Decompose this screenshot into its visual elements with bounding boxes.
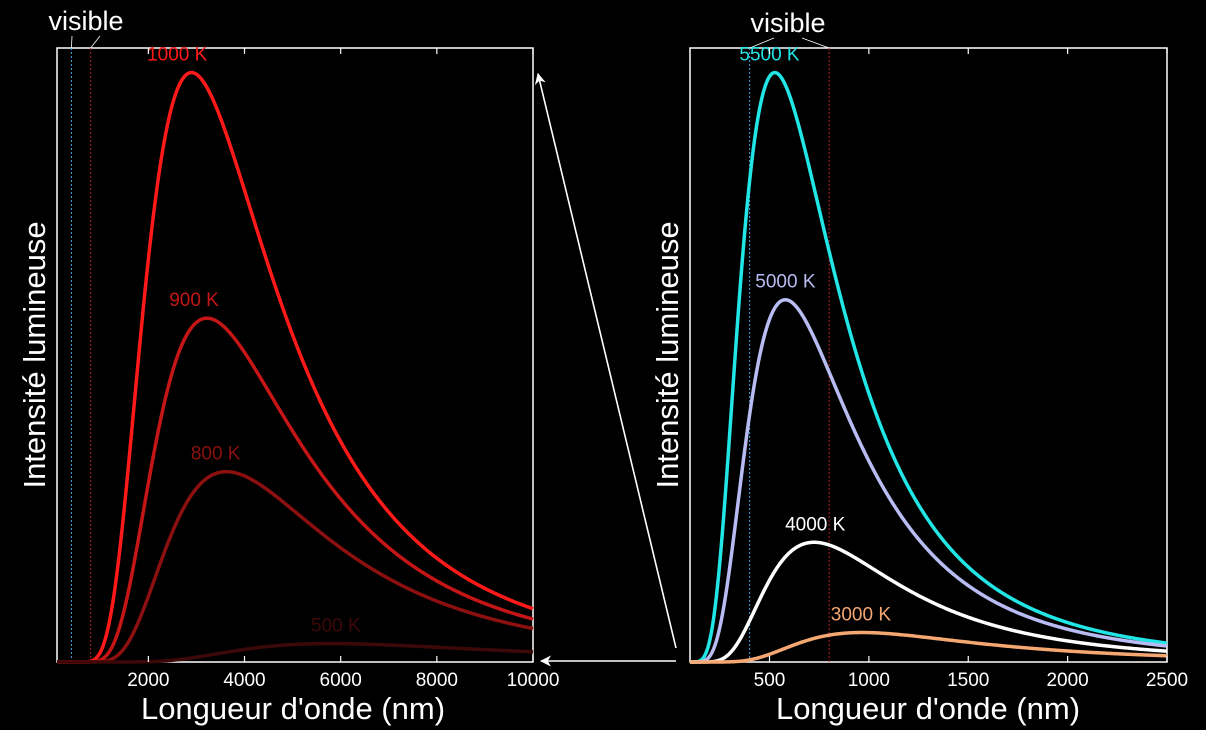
series-label-3000k: 3000 K <box>831 605 892 626</box>
x-tick-label: 2000 <box>1046 670 1088 691</box>
series-line-4000k <box>689 540 1168 664</box>
visible-connector-left <box>749 37 775 49</box>
x-tick-label: 8000 <box>416 670 458 691</box>
left-curves <box>56 70 534 664</box>
left-visible-band <box>70 35 101 662</box>
series-line-5000k <box>689 297 1168 664</box>
right-chart: 5500 K 5000 K 4000 K 3000 K 500 1000 1500 2000… <box>650 8 1188 726</box>
series-label-500k: 500 K <box>311 616 361 637</box>
right-plot-frame <box>689 47 1168 663</box>
series-line-1000k <box>56 70 534 664</box>
series-label-1000k: 1000 K <box>147 45 208 66</box>
x-tick-label: 2500 <box>1146 670 1188 691</box>
visible-connector-right <box>801 37 830 49</box>
left-series-labels: 1000 K 900 K 800 K 500 K <box>147 45 361 637</box>
series-label-900k: 900 K <box>169 290 219 311</box>
visible-connector-right <box>90 35 101 49</box>
series-label-4000k: 4000 K <box>785 514 846 535</box>
right-y-axis-label: Intensité lumineuse <box>650 221 685 488</box>
left-x-axis-label: Longueur d'onde (nm) <box>141 691 445 726</box>
series-label-800k: 800 K <box>191 444 241 465</box>
series-line-800k <box>56 469 534 664</box>
x-tick-label: 10000 <box>507 670 560 691</box>
x-tick-label: 1000 <box>848 670 890 691</box>
right-x-ticks: 500 1000 1500 2000 2500 <box>754 48 1188 691</box>
right-visible-band <box>749 37 830 662</box>
right-visible-label: visible <box>750 8 825 38</box>
x-tick-label: 500 <box>754 670 786 691</box>
series-label-5000k: 5000 K <box>755 272 816 293</box>
right-series-labels: 5500 K 5000 K 4000 K 3000 K <box>739 45 891 626</box>
series-line-5500k <box>689 70 1168 664</box>
x-tick-label: 2000 <box>127 670 169 691</box>
series-label-5500k: 5500 K <box>739 45 800 66</box>
series-line-900k <box>56 316 534 664</box>
visible-connector-left <box>71 35 73 49</box>
x-tick-label: 6000 <box>320 670 362 691</box>
left-plot-frame <box>56 47 534 663</box>
right-x-axis-label: Longueur d'onde (nm) <box>776 691 1080 726</box>
right-curves <box>689 70 1168 664</box>
series-line-500k <box>56 641 534 664</box>
series-line-3000k <box>689 630 1168 664</box>
left-y-axis-label: Intensité lumineuse <box>17 221 52 488</box>
left-x-ticks: 2000 4000 6000 8000 10000 <box>127 48 559 691</box>
zoom-arrow-top <box>534 72 677 649</box>
x-tick-label: 1500 <box>947 670 989 691</box>
left-visible-label: visible <box>48 6 123 36</box>
left-chart: 1000 K 900 K 800 K 500 K 2000 4000 6000 8000 10… <box>17 6 559 726</box>
x-tick-label: 4000 <box>223 670 265 691</box>
